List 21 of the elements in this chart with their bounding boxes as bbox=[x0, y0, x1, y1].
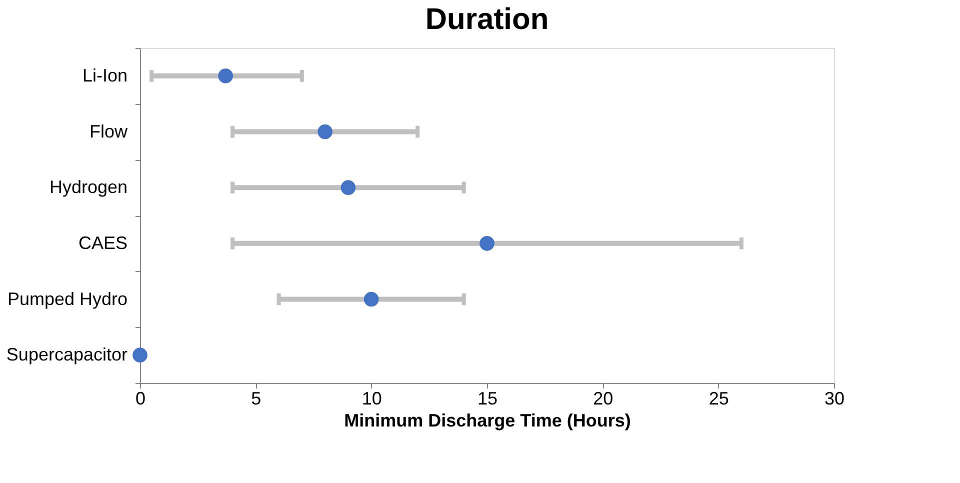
point bbox=[340, 180, 356, 195]
y-tick-label: Li-Ion bbox=[82, 65, 128, 86]
x-tick-label: 0 bbox=[135, 388, 146, 408]
x-tick-label: 5 bbox=[251, 388, 262, 408]
y-tick-label: CAES bbox=[78, 232, 128, 253]
x-tick-label: 15 bbox=[477, 388, 498, 408]
chart-title: Duration bbox=[425, 3, 549, 36]
x-tick-label: 10 bbox=[362, 388, 382, 408]
point bbox=[480, 236, 494, 251]
x-tick-label: 25 bbox=[708, 388, 729, 408]
y-tick-label: Pumped Hydro bbox=[7, 288, 128, 309]
y-tick-label: Supercapacitor bbox=[6, 344, 128, 365]
y-tick-label: Flow bbox=[89, 121, 128, 142]
point bbox=[364, 292, 379, 307]
x-tick-label: 20 bbox=[593, 388, 614, 408]
point bbox=[318, 124, 332, 140]
x-axis-title: Minimum Discharge Time (Hours) bbox=[344, 410, 631, 430]
x-tick-label: 30 bbox=[824, 388, 845, 408]
point bbox=[132, 348, 148, 362]
point bbox=[218, 68, 234, 84]
y-tick-label: Hydrogen bbox=[49, 177, 128, 198]
